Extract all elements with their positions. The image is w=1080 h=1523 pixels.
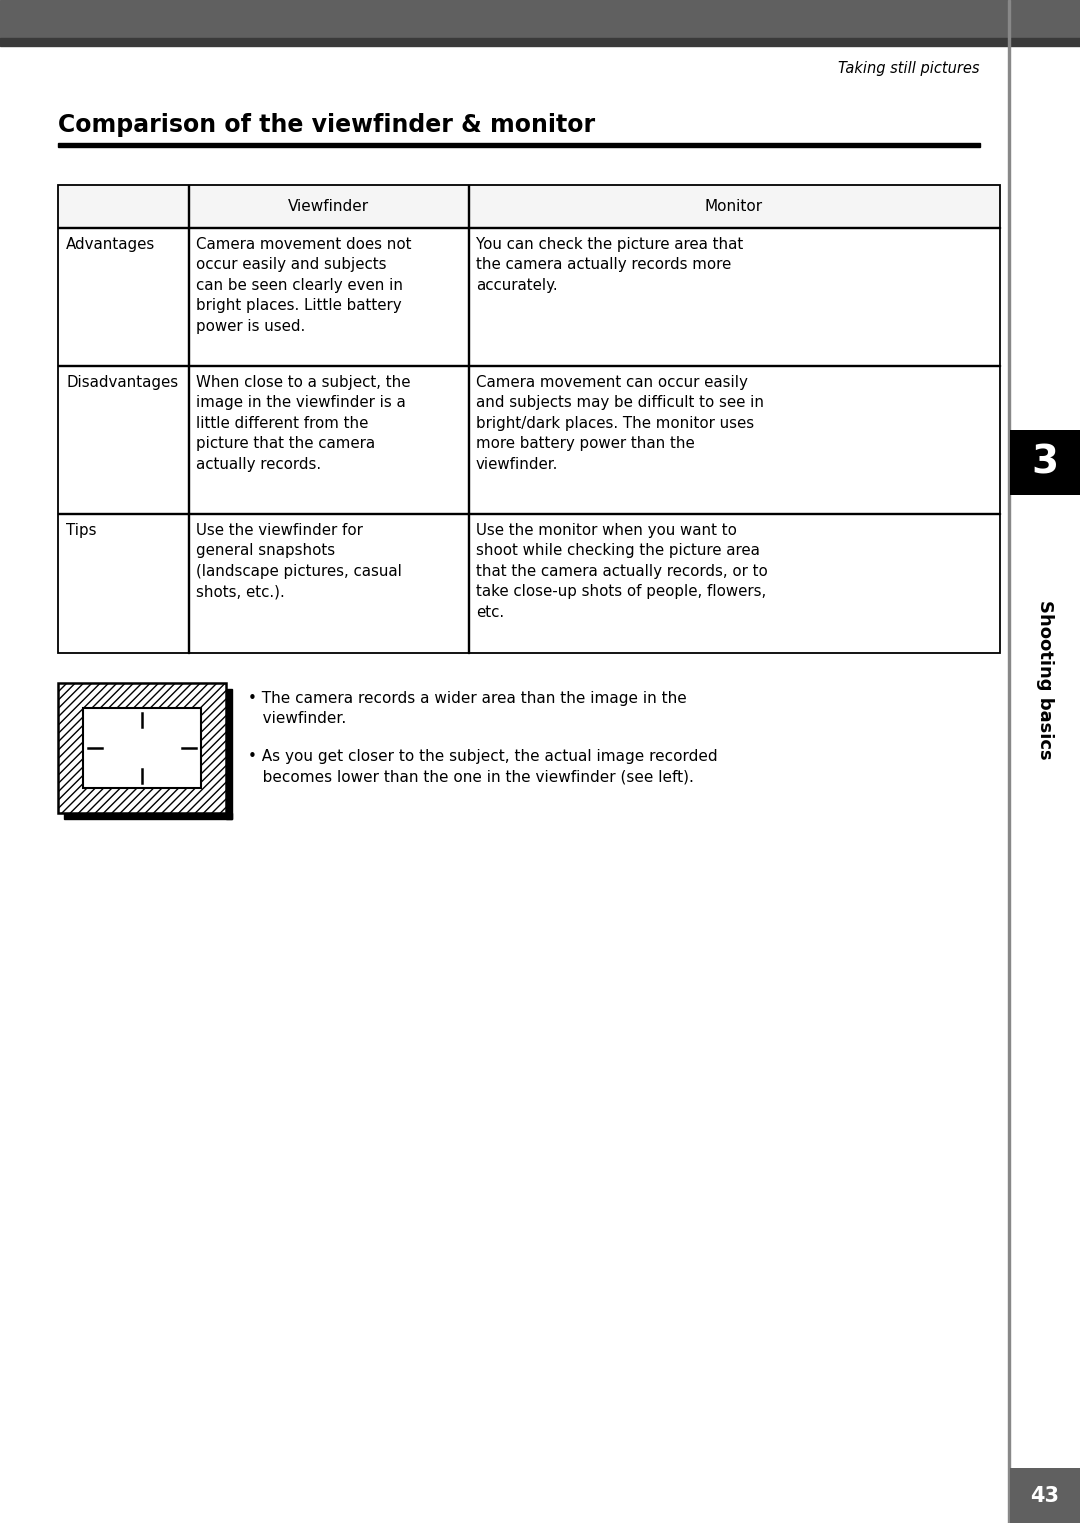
Text: Camera movement does not
occur easily and subjects
can be seen clearly even in
b: Camera movement does not occur easily an… — [195, 238, 411, 334]
Text: When close to a subject, the
image in the viewfinder is a
little different from : When close to a subject, the image in th… — [195, 375, 410, 472]
Bar — [1010, 1468, 1080, 1523]
Text: Disadvantages: Disadvantages — [66, 375, 178, 390]
Text: Monitor: Monitor — [705, 198, 764, 213]
Bar — [468, 184, 470, 653]
Bar — [0, 38, 1080, 46]
Bar — [83, 708, 201, 787]
Bar — [1008, 0, 1010, 1523]
Text: Use the monitor when you want to
shoot while checking the picture area
that the : Use the monitor when you want to shoot w… — [476, 522, 768, 620]
Text: Taking still pictures: Taking still pictures — [838, 61, 980, 76]
Text: 43: 43 — [1030, 1485, 1059, 1506]
Bar — [58, 143, 980, 146]
Bar — [64, 813, 232, 819]
Text: 3: 3 — [1031, 443, 1058, 481]
Text: Camera movement can occur easily
and subjects may be difficult to see in
bright/: Camera movement can occur easily and sub… — [476, 375, 764, 472]
Text: Shooting basics: Shooting basics — [1036, 600, 1054, 760]
Text: Advantages: Advantages — [66, 238, 156, 251]
Text: Comparison of the viewfinder & monitor: Comparison of the viewfinder & monitor — [58, 113, 595, 137]
Bar — [58, 184, 1000, 227]
Text: Tips: Tips — [66, 522, 96, 538]
Bar — [0, 0, 1080, 38]
Text: You can check the picture area that
the camera actually records more
accurately.: You can check the picture area that the … — [476, 238, 743, 292]
Text: Use the viewfinder for
general snapshots
(landscape pictures, casual
shots, etc.: Use the viewfinder for general snapshots… — [195, 522, 402, 599]
Bar — [226, 688, 232, 819]
Text: • As you get closer to the subject, the actual image recorded
   becomes lower t: • As you get closer to the subject, the … — [248, 749, 717, 784]
Text: Viewfinder: Viewfinder — [287, 198, 368, 213]
Bar — [58, 682, 226, 813]
Bar — [58, 184, 1000, 653]
Bar — [188, 184, 189, 653]
Bar — [1010, 429, 1080, 495]
Text: • The camera records a wider area than the image in the
   viewfinder.: • The camera records a wider area than t… — [248, 691, 687, 726]
